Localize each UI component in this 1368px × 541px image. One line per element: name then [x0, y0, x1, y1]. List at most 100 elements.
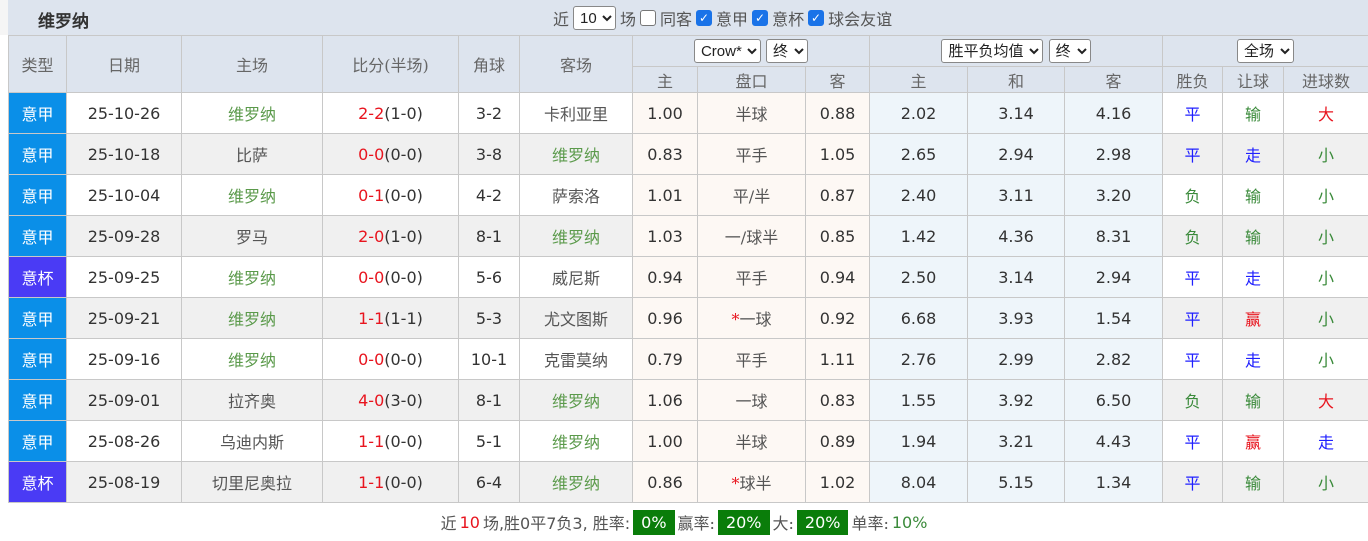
full-time-score: 0-0 [358, 350, 384, 369]
same-away-label: 同客 [660, 6, 692, 30]
ah-company-select[interactable]: Crow* [694, 39, 761, 63]
home-team[interactable]: 维罗纳 [182, 257, 323, 298]
date-cell: 25-09-01 [67, 380, 182, 421]
date-cell: 25-10-26 [67, 93, 182, 134]
away-team[interactable]: 维罗纳 [520, 216, 633, 257]
ah-stage-select[interactable]: 终 [766, 39, 808, 63]
away-team[interactable]: 维罗纳 [520, 380, 633, 421]
same-away-checkbox[interactable] [640, 10, 656, 26]
ah-away-odds: 1.11 [806, 339, 870, 380]
near-label: 近 [553, 6, 569, 30]
league-badge[interactable]: 意甲 [9, 93, 67, 134]
ah-home-odds: 0.83 [633, 134, 698, 175]
away-team[interactable]: 威尼斯 [520, 257, 633, 298]
eu-home-odds: 1.94 [870, 421, 968, 462]
eu-stage-select[interactable]: 终 [1049, 39, 1091, 63]
over-under-result: 小 [1284, 462, 1368, 503]
result-cell: 平 [1163, 421, 1223, 462]
cup-checkbox[interactable]: ✓ [752, 10, 768, 26]
eu-draw-odds: 3.14 [968, 93, 1065, 134]
result-cell: 负 [1163, 175, 1223, 216]
eu-home-odds: 2.76 [870, 339, 968, 380]
eu-header: 胜平负均值 终 [870, 36, 1163, 67]
line-text: 一球 [735, 392, 767, 411]
half-time-score: (1-0) [384, 104, 423, 123]
league-badge[interactable]: 意杯 [9, 462, 67, 503]
league-badge[interactable]: 意甲 [9, 216, 67, 257]
home-team[interactable]: 维罗纳 [182, 93, 323, 134]
league-badge[interactable]: 意甲 [9, 339, 67, 380]
away-team[interactable]: 维罗纳 [520, 421, 633, 462]
eu-type-select[interactable]: 胜平负均值 [941, 39, 1043, 63]
col-score: 比分(半场) [323, 36, 459, 93]
col-corner: 角球 [459, 36, 520, 93]
home-team[interactable]: 罗马 [182, 216, 323, 257]
over-under-result: 大 [1284, 93, 1368, 134]
half-time-score: (0-0) [384, 473, 423, 492]
ah-away-odds: 0.85 [806, 216, 870, 257]
corner-cell: 8-1 [459, 216, 520, 257]
score-cell: 0-0(0-0) [323, 339, 459, 380]
ah-home-odds: 1.01 [633, 175, 698, 216]
home-team[interactable]: 乌迪内斯 [182, 421, 323, 462]
handicap-result: 赢 [1223, 421, 1284, 462]
away-team[interactable]: 维罗纳 [520, 134, 633, 175]
full-time-score: 4-0 [358, 391, 384, 410]
eu-draw-odds: 3.93 [968, 298, 1065, 339]
col-away: 客场 [520, 36, 633, 93]
home-team[interactable]: 维罗纳 [182, 339, 323, 380]
league-badge[interactable]: 意甲 [9, 175, 67, 216]
summary-text: 单率: [851, 510, 888, 534]
home-team[interactable]: 比萨 [182, 134, 323, 175]
full-time-score: 0-0 [358, 145, 384, 164]
away-team[interactable]: 维罗纳 [520, 462, 633, 503]
ah-away-odds: 1.05 [806, 134, 870, 175]
handicap-line: *球半 [698, 462, 806, 503]
league-badge[interactable]: 意甲 [9, 421, 67, 462]
win-rate-badge: 0% [633, 510, 674, 535]
date-cell: 25-09-16 [67, 339, 182, 380]
handicap-line: 平手 [698, 257, 806, 298]
cup-label: 意杯 [772, 6, 804, 30]
score-cell: 1-1(0-0) [323, 462, 459, 503]
handicap-result: 输 [1223, 380, 1284, 421]
result-cell: 平 [1163, 462, 1223, 503]
match-count-select[interactable]: 10 [573, 6, 616, 30]
away-team[interactable]: 尤文图斯 [520, 298, 633, 339]
score-cell: 1-1(0-0) [323, 421, 459, 462]
result-cell: 平 [1163, 257, 1223, 298]
league-badge[interactable]: 意甲 [9, 134, 67, 175]
serie-a-checkbox[interactable]: ✓ [696, 10, 712, 26]
league-badge[interactable]: 意甲 [9, 298, 67, 339]
full-time-score: 1-1 [358, 309, 384, 328]
eu-home-odds: 1.42 [870, 216, 968, 257]
over-under-result: 走 [1284, 421, 1368, 462]
result-cell: 平 [1163, 134, 1223, 175]
friendly-label: 球会友谊 [828, 6, 892, 30]
away-team[interactable]: 卡利亚里 [520, 93, 633, 134]
handicap-line: 平手 [698, 134, 806, 175]
subcol: 客 [806, 67, 870, 93]
handicap-line: 平/半 [698, 175, 806, 216]
corner-cell: 10-1 [459, 339, 520, 380]
home-team[interactable]: 拉齐奥 [182, 380, 323, 421]
away-team[interactable]: 克雷莫纳 [520, 339, 633, 380]
period-select[interactable]: 全场 [1237, 39, 1294, 63]
cover-rate-badge: 20% [718, 510, 770, 535]
home-team[interactable]: 维罗纳 [182, 298, 323, 339]
league-badge[interactable]: 意杯 [9, 257, 67, 298]
ah-home-odds: 1.03 [633, 216, 698, 257]
league-badge[interactable]: 意甲 [9, 380, 67, 421]
home-team[interactable]: 切里尼奥拉 [182, 462, 323, 503]
away-team[interactable]: 萨索洛 [520, 175, 633, 216]
over-under-result: 小 [1284, 339, 1368, 380]
eu-home-odds: 2.40 [870, 175, 968, 216]
home-team[interactable]: 维罗纳 [182, 175, 323, 216]
handicap-line: 半球 [698, 421, 806, 462]
eu-home-odds: 6.68 [870, 298, 968, 339]
eu-draw-odds: 3.14 [968, 257, 1065, 298]
friendly-checkbox[interactable]: ✓ [808, 10, 824, 26]
